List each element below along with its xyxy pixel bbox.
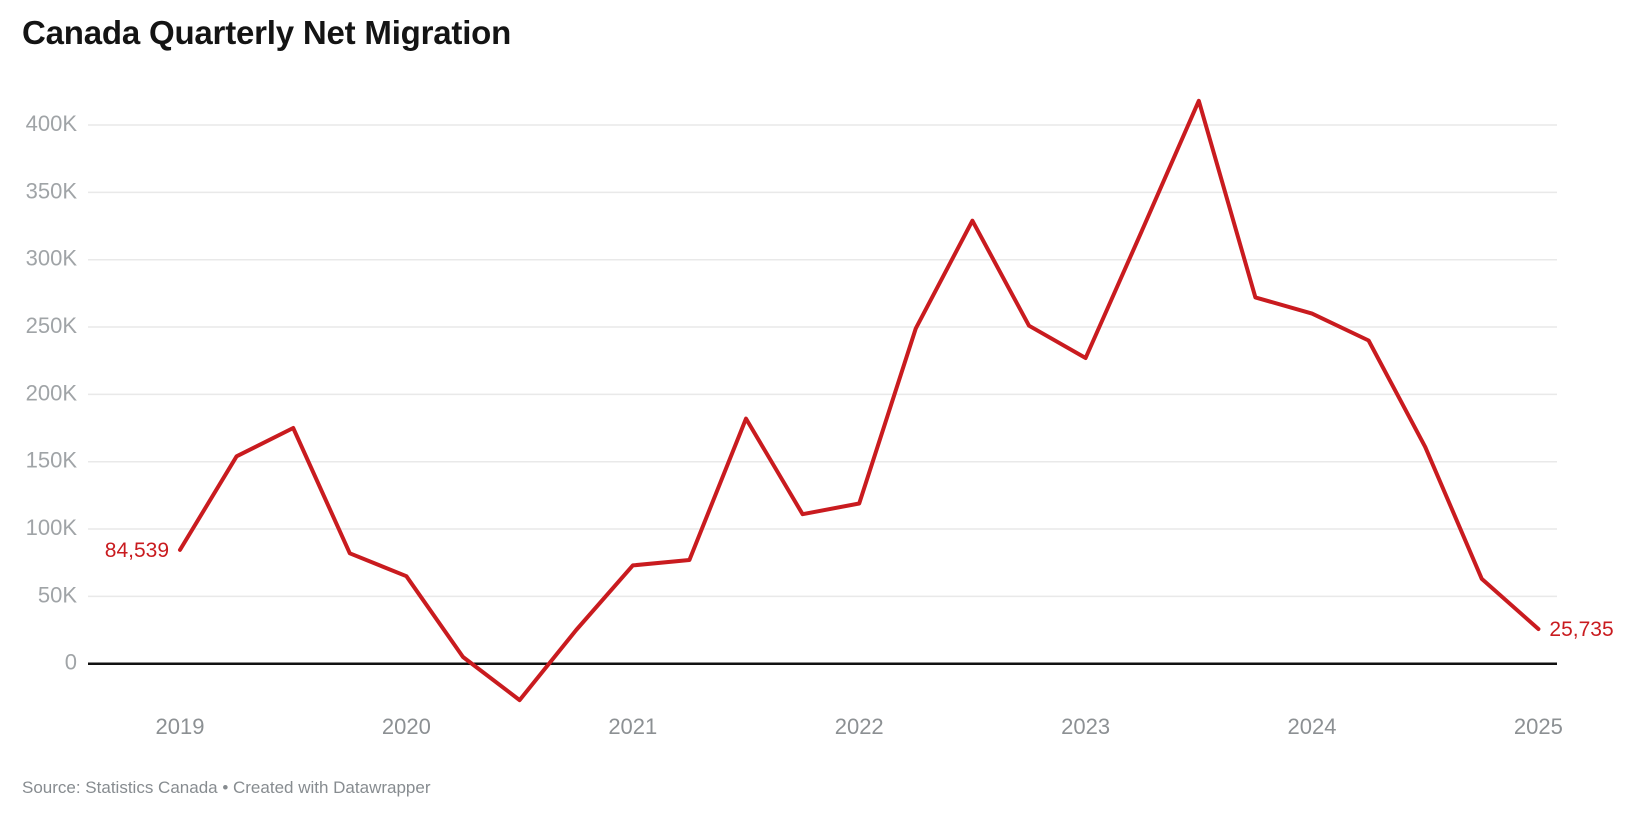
y-tick-label: 300K bbox=[26, 246, 78, 271]
x-tick-label: 2023 bbox=[1061, 714, 1110, 739]
series-net-migration bbox=[178, 98, 1541, 703]
gridlines bbox=[88, 124, 1557, 665]
x-tick-label: 2021 bbox=[608, 714, 657, 739]
y-tick-label: 0 bbox=[65, 650, 77, 675]
x-tick-label: 2025 bbox=[1514, 714, 1563, 739]
x-tick-label: 2022 bbox=[835, 714, 884, 739]
y-tick-label: 250K bbox=[26, 313, 78, 338]
y-tick-label: 200K bbox=[26, 380, 78, 405]
x-tick-label: 2019 bbox=[156, 714, 205, 739]
last-value-label: 25,735 bbox=[1549, 618, 1613, 641]
y-tick-label: 400K bbox=[26, 111, 78, 136]
y-tick-label: 50K bbox=[38, 582, 77, 607]
y-axis-labels: 400K 350K 300K 250K 200K 150K 100K 50K 0 bbox=[26, 111, 78, 675]
x-tick-label: 2024 bbox=[1288, 714, 1337, 739]
chart-title: Canada Quarterly Net Migration bbox=[22, 14, 512, 51]
value-labels: 84,539 25,735 bbox=[105, 539, 1614, 641]
y-tick-label: 100K bbox=[26, 515, 78, 540]
x-tick-label: 2020 bbox=[382, 714, 431, 739]
y-tick-label: 150K bbox=[26, 448, 78, 473]
source-attribution: Source: Statistics Canada • Created with… bbox=[22, 778, 431, 797]
net-migration-line bbox=[178, 98, 1541, 703]
x-axis-labels: 2019 2020 2021 2022 2023 2024 2025 bbox=[156, 714, 1563, 739]
first-value-label: 84,539 bbox=[105, 539, 169, 562]
y-tick-label: 350K bbox=[26, 178, 78, 203]
